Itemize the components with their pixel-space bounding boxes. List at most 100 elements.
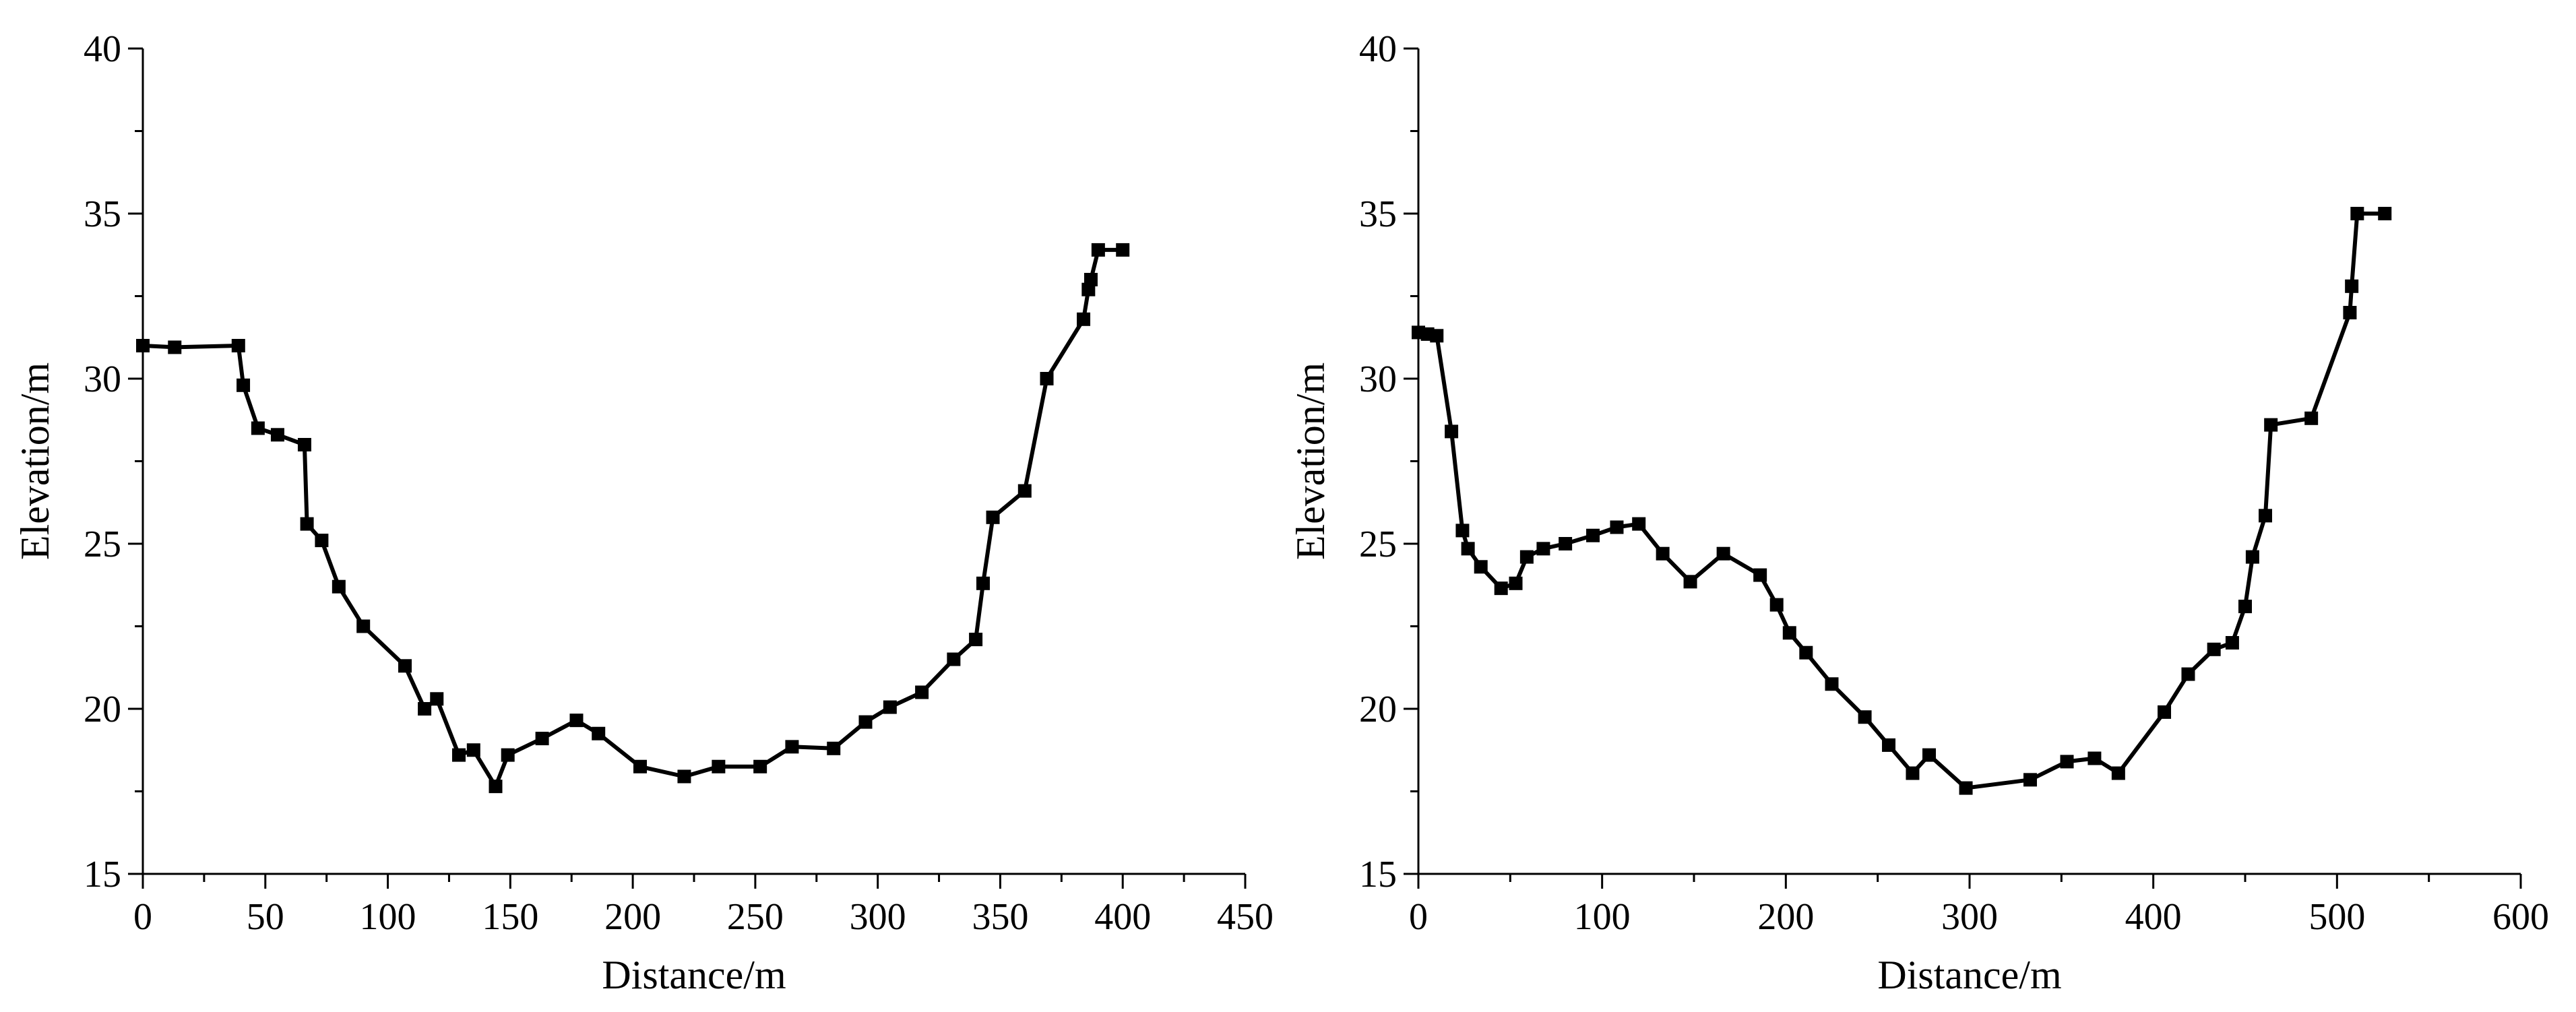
data-point-marker [231,339,245,352]
data-point-marker [2264,418,2278,432]
y-tick-label: 30 [84,358,121,400]
data-point-marker [976,576,990,590]
data-point-marker [1519,550,1534,564]
data-point-marker [1959,781,1973,795]
data-point-marker [915,685,929,699]
data-point-marker [2378,207,2392,220]
data-point-marker [1116,243,1130,257]
series-line [142,247,1123,789]
data-point-marker [1656,546,1670,561]
data-point-marker [1753,568,1767,582]
data-point-marker [2207,642,2221,656]
data-point-marker [1474,560,1488,574]
series-line [1418,212,2385,790]
data-point-marker [633,759,648,773]
data-point-marker [297,438,311,451]
y-tick-label: 20 [84,689,121,730]
data-point-marker [1083,273,1098,286]
x-axis-label: Distance/m [602,953,786,997]
data-point-marker [2245,550,2259,564]
data-point-marker [1455,524,1470,538]
data-point-marker [1091,243,1105,257]
data-point-marker [1922,748,1937,762]
x-tick-label: 200 [1757,896,1814,938]
x-tick-label: 150 [482,896,538,938]
x-tick-label: 300 [1941,896,1998,938]
data-point-marker [1494,581,1508,596]
chart-right: 0 100 200 300 400 500 600 15 20 25 30 35 40 Distance/… [1288,28,2549,997]
data-point-marker [356,619,371,633]
data-point-marker [2304,411,2319,425]
data-point-marker [569,714,584,728]
data-point-marker [2023,773,2037,787]
data-point-marker [1559,537,1573,550]
data-point-marker [1445,424,1459,439]
x-tick-label: 400 [1094,896,1151,938]
data-point-marker [251,421,265,435]
data-point-marker [418,702,432,716]
data-point-marker [969,633,983,647]
x-axis-label: Distance/m [1877,953,2061,997]
data-point-marker [1509,576,1523,590]
data-point-marker [1610,520,1624,534]
x-tick-label: 250 [727,896,784,938]
data-point-marker [398,659,412,673]
data-point-marker [1077,312,1091,326]
data-point-marker [2087,751,2102,765]
y-tick-label: 40 [1359,28,1397,70]
data-point-marker [2258,509,2272,523]
x-tick-label: 50 [247,896,284,938]
data-point-marker [1430,329,1444,343]
x-tick-label: 100 [1574,896,1631,938]
data-point-marker [1040,372,1054,385]
x-tick-label: 0 [1409,896,1428,938]
data-point-marker [883,700,897,714]
y-tick-label: 40 [84,28,121,70]
data-point-marker [466,743,480,757]
y-tick-label: 35 [1359,193,1397,235]
data-point-marker [1825,677,1839,691]
data-point-marker [827,741,841,755]
data-point-marker [1799,645,1813,660]
data-point-marker [332,579,346,594]
y-tick-label: 15 [84,854,121,895]
data-point-marker [2158,705,2172,719]
y-tick-label: 15 [1359,854,1397,895]
chart-left: 0 50 100 150 200 250 300 350 400 450 15 20 25 30 35 40 D… [13,28,1274,997]
data-point-marker [1769,598,1784,612]
y-axis-label: Elevation/m [1288,362,1333,560]
data-point-marker [592,726,606,740]
data-point-marker [1461,542,1475,556]
y-tick-label: 35 [84,193,121,235]
data-point-marker [2343,306,2357,319]
data-point-marker [2060,755,2074,769]
x-tick-label: 450 [1217,896,1274,938]
data-point-marker [858,715,873,729]
data-point-marker [1882,738,1896,752]
x-tick-label: 350 [972,896,1028,938]
data-point-marker [2181,667,2195,681]
y-tick-label: 30 [1359,358,1397,400]
y-tick-label: 25 [84,524,121,565]
x-tick-label: 100 [360,896,416,938]
x-tick-label: 300 [850,896,906,938]
data-point-marker [1586,528,1600,542]
y-tick-label: 25 [1359,524,1397,565]
data-point-marker [315,534,329,548]
data-point-marker [677,769,691,784]
y-tick-label: 20 [1359,689,1397,730]
data-point-marker [1716,546,1730,561]
data-point-marker [1906,766,1920,780]
data-point-marker [947,652,961,666]
data-point-marker [1683,575,1697,589]
data-point-marker [785,740,799,754]
data-point-marker [501,748,515,762]
x-tick-label: 600 [2492,896,2549,938]
data-point-marker [712,759,726,773]
x-tick-label: 400 [2125,896,2182,938]
data-point-marker [489,780,503,794]
x-tick-label: 200 [604,896,661,938]
data-point-marker [2238,600,2252,614]
data-point-marker [2350,207,2364,220]
